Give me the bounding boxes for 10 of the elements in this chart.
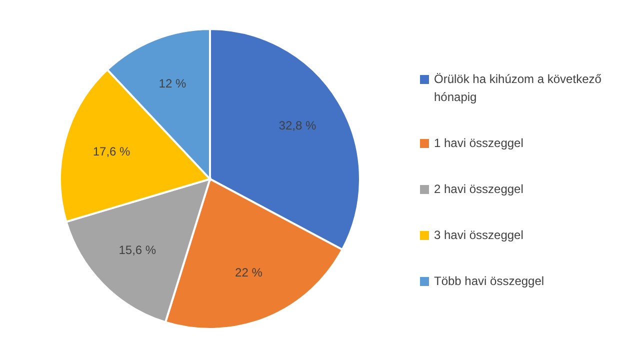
legend-label: 3 havi összeggel (434, 228, 524, 242)
legend-label: 1 havi összeggel (434, 136, 524, 150)
data-label: 17,6 % (92, 144, 131, 159)
legend-label: Több havi összeggel (434, 274, 544, 288)
data-label: 32,8 % (278, 118, 316, 133)
data-label: 22 % (235, 266, 263, 280)
legend-label: Örülök ha kihúzom a következő hónapig (434, 72, 602, 104)
data-label: 15,6 % (118, 242, 156, 257)
data-label: 12 % (158, 76, 186, 90)
legend-label: 2 havi összeggel (434, 182, 524, 196)
